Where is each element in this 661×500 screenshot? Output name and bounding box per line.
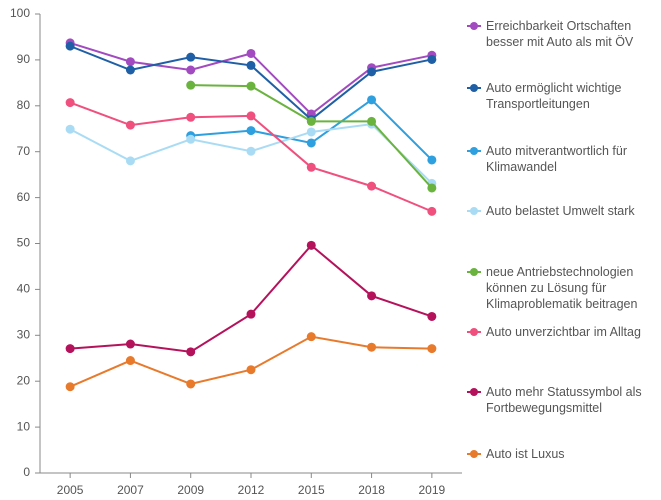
point [427,344,437,354]
point [125,356,135,366]
x-tick-label: 2015 [298,483,325,497]
point [186,65,196,75]
point [306,240,316,250]
point [186,379,196,389]
point [306,162,316,172]
point [125,57,135,67]
point [65,98,75,108]
legend-marker [467,450,481,458]
x-tick-label: 2019 [419,483,446,497]
point [367,291,377,301]
point [65,344,75,354]
legend-marker [467,388,481,396]
point [367,95,377,105]
point [306,127,316,137]
x-tick-label: 2018 [358,483,385,497]
point [186,112,196,122]
legend-label: Auto ermöglicht wichtige Transportleitun… [486,81,622,111]
legend-marker [467,207,481,215]
series-line [190,84,433,189]
legend-label: Auto mitverantwortlich für Klimawandel [486,144,628,174]
y-tick-label: 90 [17,52,31,66]
point [65,382,75,392]
point [246,60,256,70]
point [427,155,437,165]
point [246,365,256,375]
legend-label: neue Antriebstechnologien können zu Lösu… [486,265,638,311]
point [246,126,256,136]
y-tick-label: 80 [17,98,31,112]
y-tick-label: 70 [17,144,31,158]
y-tick-label: 0 [23,465,30,479]
legend-marker [467,328,481,336]
y-tick-label: 10 [17,419,31,433]
point [306,138,316,148]
legend-marker [467,147,481,155]
legend-marker [467,84,481,92]
y-tick-label: 50 [17,236,31,250]
point [246,146,256,156]
point [186,52,196,62]
point [65,124,75,134]
y-tick-label: 30 [17,327,31,341]
legend-marker [467,22,481,30]
point [186,80,196,90]
point [186,347,196,357]
point [367,67,377,77]
point [367,342,377,352]
point [65,41,75,51]
x-tick-label: 2012 [238,483,265,497]
legend-label: Auto ist Luxus [486,447,565,461]
legend-label: Auto unverzichtbar im Alltag [486,325,641,339]
point [186,134,196,144]
x-tick-label: 2007 [117,483,144,497]
legend-marker [467,268,481,276]
legend-label: Auto mehr Statussymbol als Fortbewegungs… [486,385,642,415]
point [427,311,437,321]
point [367,116,377,126]
point [125,339,135,349]
y-tick-label: 60 [17,190,31,204]
point [246,48,256,58]
point [427,206,437,216]
legend-label: Erreichbarkeit Ortschaften besser mit Au… [486,19,634,49]
y-tick-label: 40 [17,282,31,296]
series-line [70,243,433,353]
point [427,54,437,64]
point [306,332,316,342]
point [125,120,135,130]
y-tick-label: 20 [17,373,31,387]
x-tick-label: 2009 [177,483,204,497]
y-tick-label: 100 [10,6,30,20]
point [246,81,256,91]
point [427,183,437,193]
x-tick-label: 2005 [57,483,84,497]
point [306,116,316,126]
point [246,309,256,319]
point [125,65,135,75]
point [246,111,256,121]
legend-label: Auto belastet Umwelt stark [486,204,635,218]
point [367,181,377,191]
point [125,156,135,166]
